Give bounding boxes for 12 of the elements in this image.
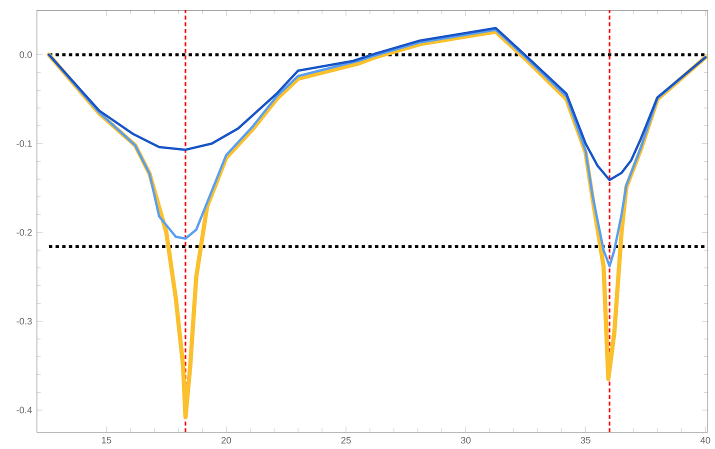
x-tick-label: 40 (700, 436, 710, 444)
y-tick-label: -0.2 (16, 228, 32, 236)
y-tick-label: -0.3 (16, 318, 32, 324)
y-tick-label: -0.1 (16, 140, 32, 147)
x-tick-label: 30 (460, 436, 471, 444)
y-tick-label: -0.4 (16, 406, 32, 414)
x-tick-label: 15 (102, 436, 112, 444)
x-tick-label: 20 (221, 436, 232, 444)
y-tick-label: 0.0 (20, 51, 32, 58)
line-series (48, 26, 707, 182)
x-tick-label: 35 (580, 436, 590, 444)
x-tick-label: 25 (341, 436, 351, 444)
